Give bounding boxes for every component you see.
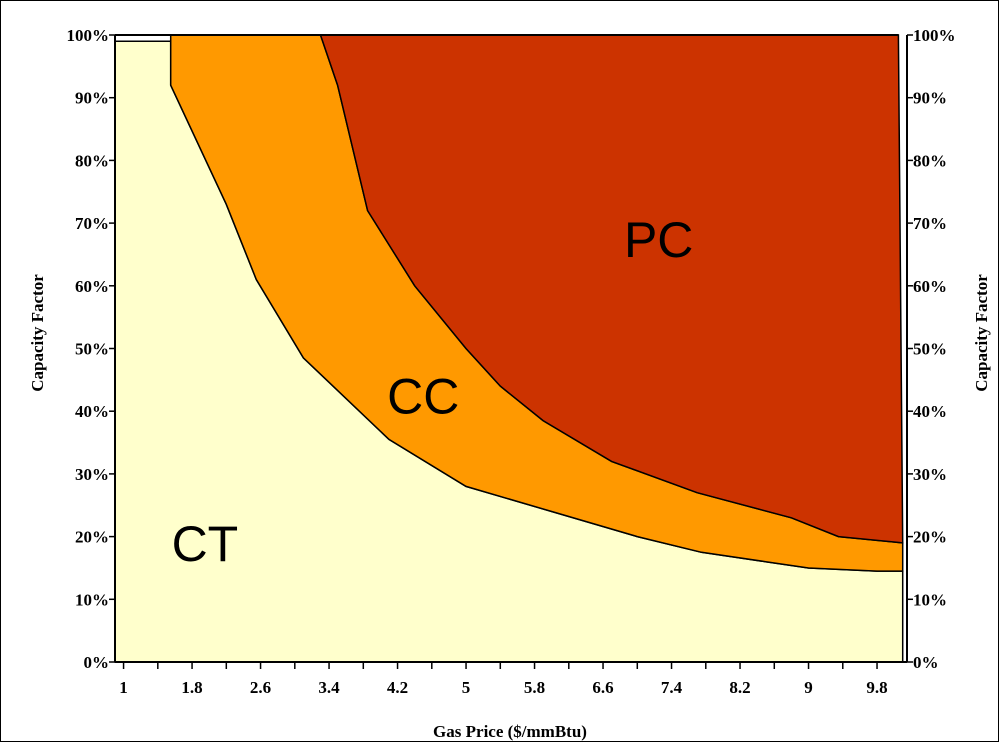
x-tick-label: 9 [804, 678, 813, 697]
x-tick-label: 3.4 [318, 678, 340, 697]
y-tick-label-right: 80% [913, 151, 947, 170]
y-tick-label-left: 30% [75, 465, 109, 484]
x-tick-label: 6.6 [592, 678, 613, 697]
pc-region [319, 34, 904, 544]
x-tick-label: 8.2 [729, 678, 750, 697]
x-tick-label: 5 [462, 678, 471, 697]
chart-axes: 0% 0% 10% 10% 20% 20% 30% 30% 40% 40% 50% 50% 60% 60%… [67, 26, 956, 697]
y-tick-label-left: 70% [75, 214, 109, 233]
y-tick-label-right: 90% [913, 89, 947, 108]
y-tick-label-right: 0% [913, 653, 939, 672]
x-axis-title: Gas Price ($/mmBtu) [433, 722, 587, 741]
x-tick-label: 2.6 [250, 678, 271, 697]
x-tick-label: 9.8 [866, 678, 887, 697]
y-tick-label-left: 60% [75, 277, 109, 296]
y-tick-label-right: 20% [913, 528, 947, 547]
chart-areas [114, 34, 904, 663]
x-tick-label: 1.8 [181, 678, 202, 697]
chart-annotations: PC CC CT [172, 212, 694, 572]
x-tick-label: 4.2 [387, 678, 408, 697]
y-tick-label-right: 10% [913, 590, 947, 609]
y-tick-label-right: 50% [913, 340, 947, 359]
y-axis-title-left: Capacity Factor [28, 274, 47, 392]
y-tick-label-left: 90% [75, 89, 109, 108]
x-tick-label: 1 [119, 678, 128, 697]
y-tick-label-right: 30% [913, 465, 947, 484]
region-label-ct: CT [172, 516, 239, 572]
region-label-cc: CC [387, 369, 459, 425]
y-tick-label-right: 60% [913, 277, 947, 296]
x-tick-label: 7.4 [661, 678, 683, 697]
y-tick-label-left: 10% [75, 590, 109, 609]
y-tick-label-left: 40% [75, 402, 109, 421]
y-tick-label-right: 40% [913, 402, 947, 421]
region-label-pc: PC [624, 212, 693, 268]
y-tick-label-right: 100% [913, 26, 956, 45]
y-tick-label-left: 0% [84, 653, 110, 672]
y-axis-title-right: Capacity Factor [972, 274, 991, 392]
y-tick-label-left: 20% [75, 528, 109, 547]
y-tick-label-left: 80% [75, 151, 109, 170]
y-tick-label-right: 70% [913, 214, 947, 233]
y-tick-label-left: 100% [67, 26, 110, 45]
y-tick-label-left: 50% [75, 340, 109, 359]
x-tick-label: 5.8 [524, 678, 545, 697]
